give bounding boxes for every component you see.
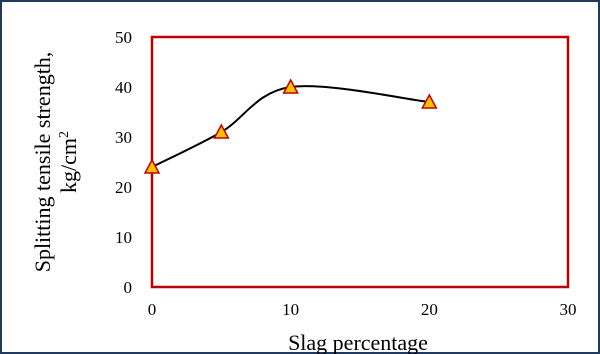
series-line xyxy=(151,85,430,168)
y-axis-title-line1: Splitting tensile strength, xyxy=(30,52,55,273)
y-axis-title-group: Splitting tensile strength, kg/cm2 xyxy=(30,52,81,273)
data-point-marker xyxy=(282,78,299,94)
plot-area-border xyxy=(150,35,570,289)
y-tick-labels: 0 10 20 30 40 50 xyxy=(115,28,132,297)
y-tick-label: 10 xyxy=(115,228,132,247)
plot-area-group xyxy=(143,35,570,289)
x-tick-label: 10 xyxy=(282,300,299,319)
x-tick-labels: 0 10 20 30 xyxy=(148,300,577,319)
y-axis-title-superscript: 2 xyxy=(57,131,72,138)
y-axis-title-line2: kg/cm2 xyxy=(56,131,81,193)
data-point-marker xyxy=(213,123,230,139)
x-tick-label: 0 xyxy=(148,300,157,319)
data-point-marker xyxy=(421,93,438,109)
x-tick-label: 20 xyxy=(421,300,438,319)
y-tick-label: 30 xyxy=(115,128,132,147)
x-axis-title: Slag percentage xyxy=(288,330,428,354)
y-tick-label: 50 xyxy=(115,28,132,47)
x-tick-label: 30 xyxy=(560,300,577,319)
y-tick-label: 0 xyxy=(124,278,133,297)
y-axis-title-unit: kg/cm xyxy=(56,138,81,193)
y-tick-label: 40 xyxy=(115,78,132,97)
data-point-marker xyxy=(143,158,161,174)
y-tick-label: 20 xyxy=(115,178,132,197)
